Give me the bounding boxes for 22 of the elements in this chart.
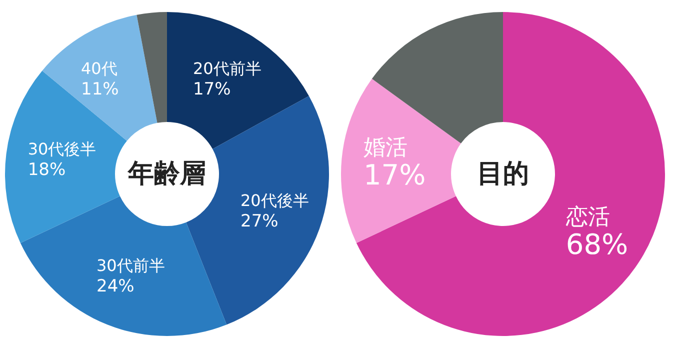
slice-label: 30代後半 (28, 140, 96, 159)
donut-slice (341, 78, 461, 243)
data-label: 18% (28, 160, 66, 180)
slice-label: 40代 (81, 58, 118, 78)
slice-label: 20代後半 (240, 190, 309, 210)
data-label: 17% (192, 79, 231, 100)
data-label: 27% (240, 211, 278, 232)
donut-slice (42, 14, 158, 141)
donut-slice (167, 12, 309, 149)
data-label: 68% (566, 228, 628, 261)
slice-label: 20代前半 (192, 58, 262, 78)
text: 目的 (477, 159, 529, 189)
data-label: 11% (81, 79, 119, 100)
data-label: 17% (363, 158, 426, 192)
data-label: 24% (96, 276, 134, 296)
slice-label: 婚活 (363, 136, 408, 161)
text: 年齢層 (127, 159, 206, 189)
slice-label: 恋活 (564, 204, 610, 230)
slice-label: 30代前半 (96, 256, 165, 275)
donut-slice (136, 12, 167, 123)
donut-slice (20, 196, 227, 336)
donut-slice (356, 12, 665, 336)
